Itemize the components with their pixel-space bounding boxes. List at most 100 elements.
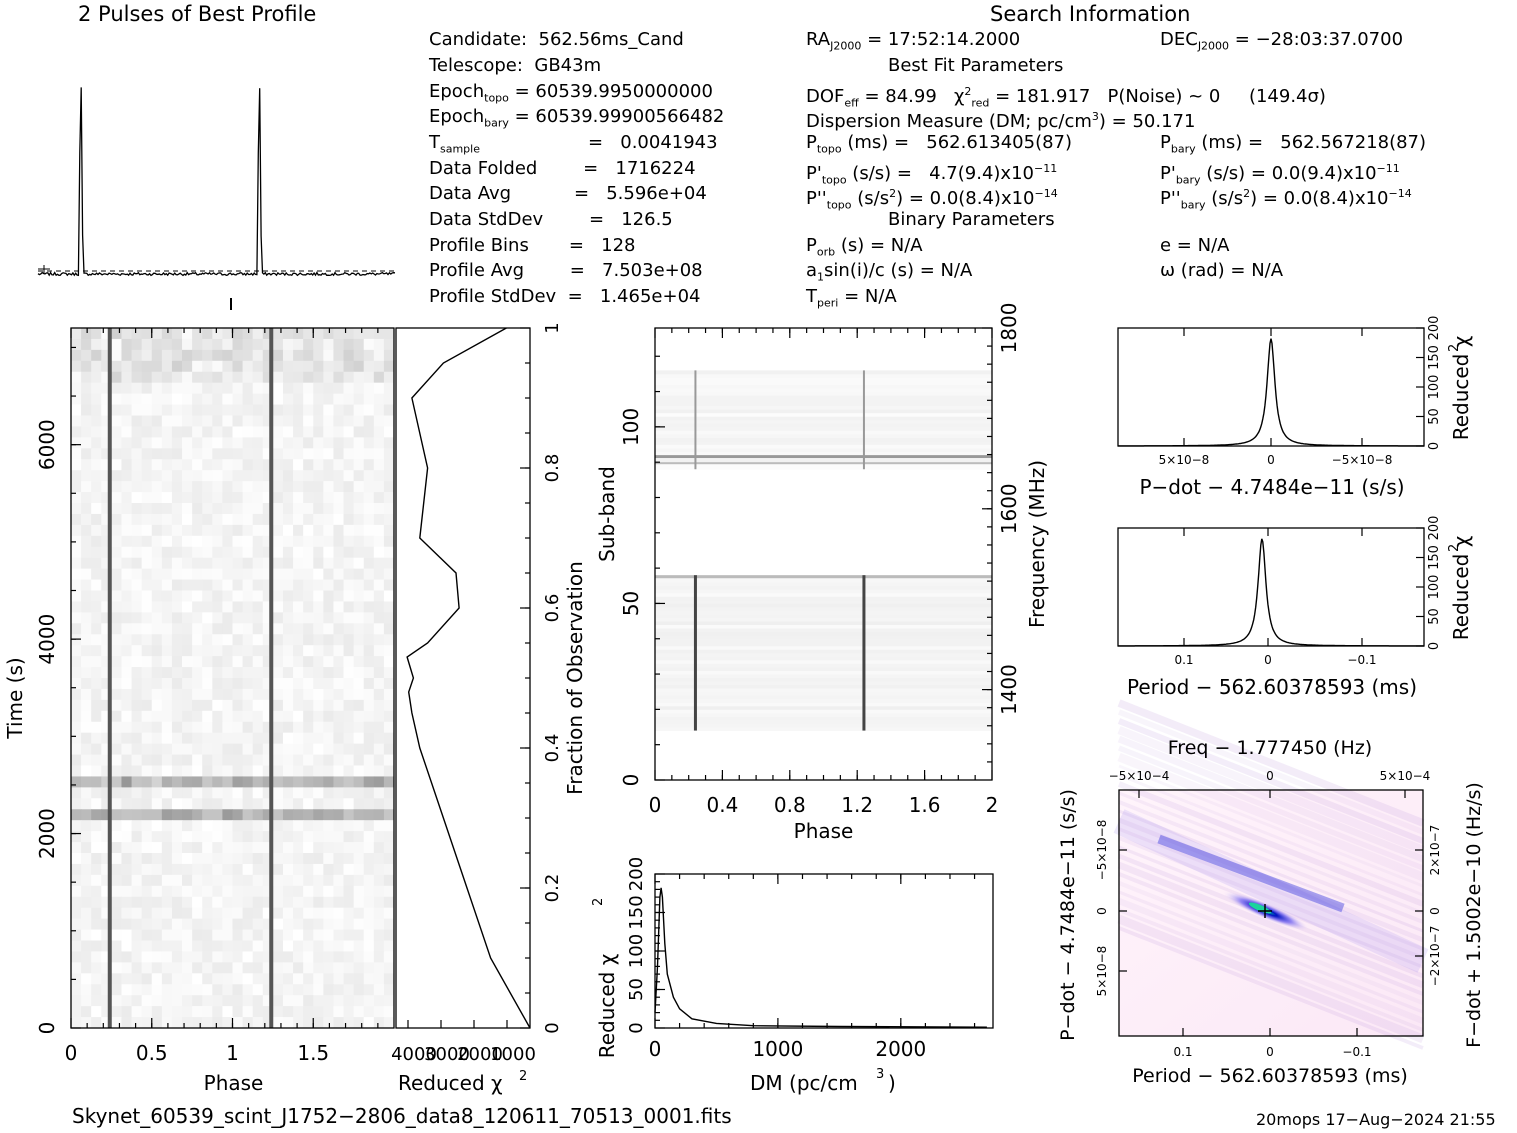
- heatmap-cell: [101, 415, 112, 427]
- heatmap-cell: [282, 557, 294, 570]
- heatmap-cell: [151, 437, 163, 449]
- heatmap-cell: [161, 656, 173, 668]
- heatmap-cell: [111, 448, 122, 460]
- heatmap-cell: [131, 470, 143, 482]
- heatmap-cell: [131, 721, 143, 734]
- heatmap-cell: [313, 973, 324, 985]
- ptopo-line: Ptopo (ms) = 562.613405(87): [806, 132, 1073, 156]
- heatmap-cell: [81, 579, 92, 591]
- heatmap-cell: [353, 732, 365, 745]
- heatmap-cell: [182, 896, 193, 909]
- heatmap-cell: [343, 885, 355, 898]
- heatmap-cell: [343, 688, 355, 701]
- heatmap-cell: [71, 645, 82, 657]
- heatmap-cell: [363, 656, 375, 668]
- heatmap-cell: [131, 437, 143, 449]
- heatmap-cell: [212, 984, 223, 996]
- heatmap-cell: [383, 809, 395, 821]
- heatmap-cell: [272, 612, 284, 624]
- heatmap-cell: [121, 448, 133, 460]
- heatmap-cell: [252, 590, 264, 602]
- heatmap-cell: [383, 513, 395, 526]
- heatmap-cell: [252, 951, 264, 963]
- heatmap-cell: [71, 984, 82, 996]
- heatmap-cell: [182, 787, 193, 799]
- heatmap-cell: [323, 699, 334, 712]
- heatmap-cell: [182, 579, 193, 591]
- heatmap-cell: [171, 710, 183, 723]
- heatmap-cell: [151, 776, 163, 788]
- heatmap-cell: [323, 842, 334, 854]
- heatmap-cell: [71, 776, 82, 788]
- heatmap-cell: [121, 382, 133, 395]
- heatmap-cell: [161, 688, 173, 701]
- heatmap-cell: [141, 842, 153, 854]
- ppdot-band-outer: [1113, 809, 1429, 973]
- heatmap-cell: [182, 831, 193, 843]
- heatmap-cell: [192, 481, 203, 493]
- heatmap-cell: [383, 667, 395, 679]
- profile-tick-marker: [230, 298, 232, 310]
- heatmap-cell: [242, 853, 254, 865]
- heatmap-cell: [101, 863, 112, 876]
- heatmap-cell: [131, 349, 143, 362]
- heatmap-cell: [373, 612, 385, 624]
- heatmap-cell: [343, 328, 355, 340]
- ppdot-streak: [1117, 914, 1425, 1044]
- chi2-time-xlabel: Reduced χ: [398, 1071, 503, 1095]
- heatmap-cell: [222, 842, 233, 854]
- heatmap-cell: [131, 831, 143, 843]
- heatmap-cell: [262, 765, 274, 777]
- heatmap-cell: [91, 349, 102, 362]
- heatmap-cell: [161, 798, 173, 810]
- heatmap-cell: [111, 743, 122, 756]
- heatmap-cell: [282, 634, 294, 646]
- heatmap-cell: [282, 863, 294, 876]
- heatmap-cell: [171, 907, 183, 920]
- heatmap-cell: [282, 798, 294, 810]
- heatmap-cell: [303, 710, 314, 723]
- heatmap-cell: [222, 721, 233, 734]
- heatmap-cell: [232, 634, 244, 646]
- heatmap-cell: [383, 984, 395, 996]
- heatmap-cell: [222, 732, 233, 745]
- heatmap-cell: [343, 470, 355, 482]
- heatmap-cell: [333, 678, 345, 690]
- heatmap-cell: [303, 656, 314, 668]
- heatmap-cell: [363, 984, 375, 996]
- heatmap-cell: [192, 951, 203, 963]
- heatmap-cell: [313, 404, 324, 416]
- heatmap-cell: [242, 918, 254, 931]
- heatmap-cell: [141, 710, 153, 723]
- heatmap-cell: [71, 732, 82, 745]
- heatmap-cell: [363, 831, 375, 843]
- heatmap-cell: [202, 820, 213, 832]
- heatmap-cell: [293, 940, 304, 952]
- heatmap-cell: [383, 787, 395, 799]
- heatmap-cell: [111, 601, 122, 613]
- pc-x-tick-label: 0.1: [1174, 653, 1193, 667]
- frac-tick-label: 1: [542, 322, 563, 333]
- heatmap-cell: [293, 678, 304, 690]
- heatmap-cell: [373, 984, 385, 996]
- subband-row: [655, 624, 992, 629]
- heatmap-cell: [151, 371, 163, 384]
- heatmap-cell: [101, 645, 112, 657]
- heatmap-cell: [121, 896, 133, 909]
- heatmap-cell: [222, 940, 233, 952]
- heatmap-cell: [202, 524, 213, 537]
- heatmap-cell: [111, 710, 122, 723]
- heatmap-cell: [343, 874, 355, 887]
- ppdot-streak: [1117, 781, 1425, 907]
- heatmap-cell: [192, 820, 203, 832]
- heatmap-cell: [101, 590, 112, 602]
- heatmap-cell: [343, 371, 355, 384]
- heatmap-cell: [222, 612, 233, 624]
- subband-bright-row: [655, 575, 992, 579]
- heatmap-cell: [212, 612, 223, 624]
- heatmap-cell: [182, 688, 193, 701]
- heatmap-cell: [151, 929, 163, 941]
- heatmap-cell: [161, 557, 173, 570]
- heatmap-cell: [182, 612, 193, 624]
- heatmap-cell: [303, 1006, 314, 1018]
